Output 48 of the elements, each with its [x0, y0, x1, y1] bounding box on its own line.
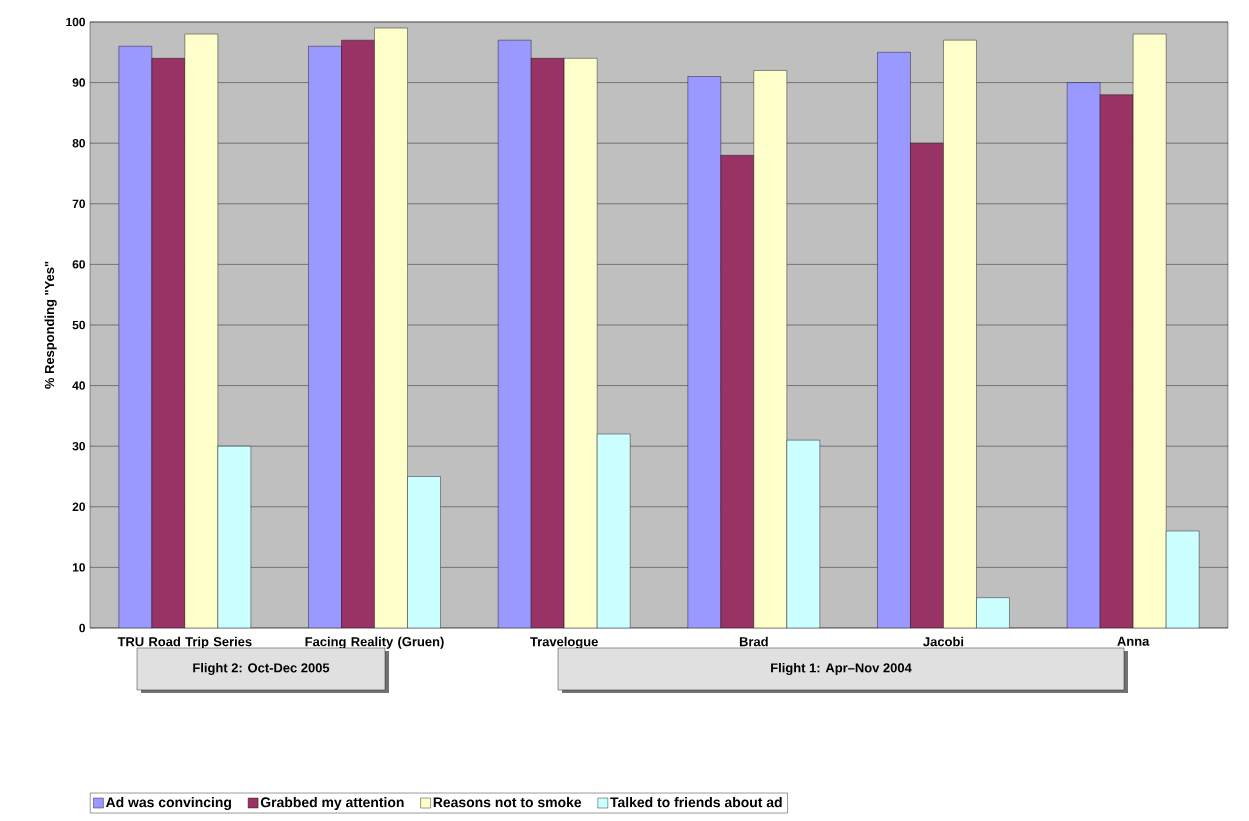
- y-tick-label: 100: [66, 17, 85, 27]
- y-tick-label: 30: [72, 441, 85, 451]
- bar: [184, 33, 219, 628]
- bar: [1132, 33, 1167, 628]
- text: Flight 1: Apr–Nov 2004: [771, 662, 912, 676]
- x-tick-label: Anna: [1117, 636, 1150, 646]
- x-tick-label: TRU Road Trip Series: [117, 636, 252, 649]
- bar: [786, 439, 821, 628]
- y-tick-label: 90: [72, 78, 85, 87]
- bar: [407, 476, 441, 628]
- legend-label: Reasons not to smoke: [433, 797, 582, 808]
- y-tick-label: 0: [79, 623, 85, 633]
- bar: [151, 58, 186, 628]
- bar: [374, 27, 408, 628]
- bar: [1099, 94, 1134, 628]
- legend-label: Grabbed my attention: [260, 797, 404, 810]
- y-tick-label: 40: [72, 381, 85, 390]
- bar: [596, 433, 631, 628]
- bar: [720, 155, 755, 628]
- x-tick-label: Travelogue: [530, 636, 598, 649]
- bar: [943, 39, 977, 628]
- bar: [217, 445, 252, 628]
- bar: [1165, 530, 1200, 628]
- x-tick-label: Facing Reality (Gruen): [305, 636, 444, 649]
- legend-label: Ad was convincing: [105, 797, 231, 811]
- y-tick-label: 70: [72, 199, 85, 209]
- y-tick-label: 60: [72, 260, 85, 269]
- y-tick-label: 20: [72, 502, 85, 512]
- bar: [308, 46, 342, 628]
- bar: [497, 39, 532, 628]
- bar: [118, 46, 153, 628]
- x-tick-label: Brad: [739, 636, 768, 647]
- text: Flight 2: Oct-Dec 2005: [193, 662, 330, 676]
- bar: [1066, 82, 1101, 628]
- bar: [910, 142, 944, 628]
- y-tick-label: 80: [72, 138, 85, 148]
- y-tick-label: 10: [72, 563, 85, 572]
- bar: [530, 58, 565, 628]
- y-tick-label: 50: [72, 320, 85, 330]
- bar: [753, 70, 788, 628]
- y-axis-title: % Responding "Yes": [44, 261, 57, 389]
- legend-label: Talked to friends about ad: [610, 797, 782, 808]
- bar: [341, 39, 375, 628]
- bar: [877, 52, 911, 628]
- bar: [687, 76, 722, 628]
- bar: [563, 58, 598, 628]
- x-tick-label: Jacobi: [923, 636, 964, 647]
- bar: [976, 597, 1010, 628]
